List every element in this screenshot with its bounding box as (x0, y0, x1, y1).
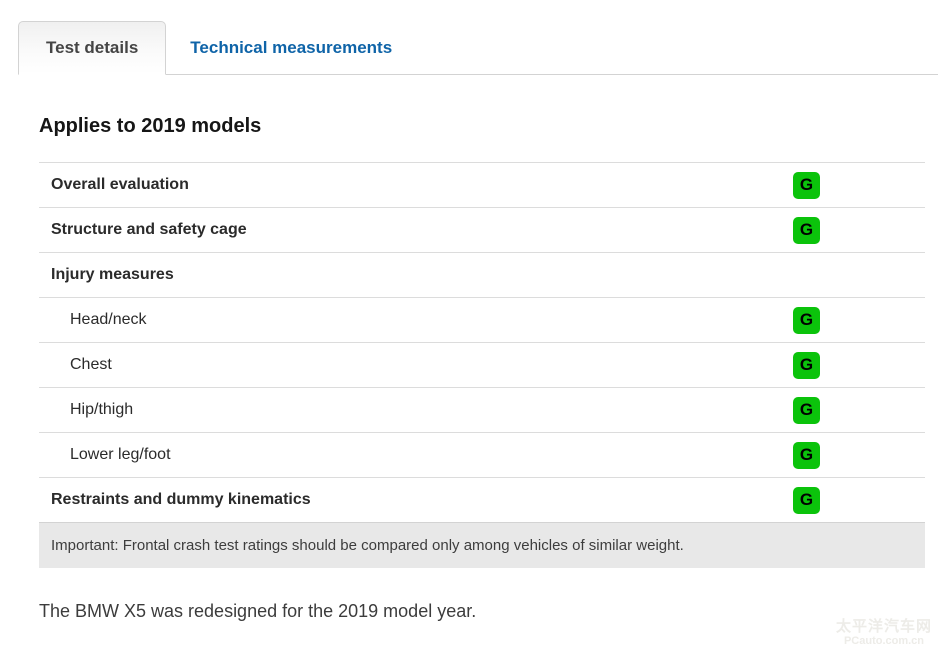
important-note-text: Important: Frontal crash test ratings sh… (51, 537, 684, 554)
watermark-site-name: 太平洋汽车网 (835, 618, 932, 636)
rating-cell: G (793, 216, 925, 244)
tab-bar: Test details Technical measurements (0, 21, 938, 75)
table-row: Injury measures (39, 252, 925, 297)
rating-badge-good: G (793, 351, 820, 379)
table-row: Chest G (39, 342, 925, 387)
rating-badge-good: G (793, 396, 820, 424)
rating-badge-good: G (793, 306, 820, 334)
ratings-table: Overall evaluation G Structure and safet… (39, 162, 925, 522)
rating-cell: G (793, 441, 925, 469)
rating-cell: G (793, 171, 925, 199)
page-title: Applies to 2019 models (39, 115, 262, 137)
tab-bar-lead-spacer (0, 21, 18, 75)
redesign-note: The BMW X5 was redesigned for the 2019 m… (39, 601, 477, 621)
table-row: Overall evaluation G (39, 162, 925, 207)
row-label: Overall evaluation (51, 176, 189, 193)
table-row: Lower leg/foot G (39, 432, 925, 477)
tab-technical-measurements[interactable]: Technical measurements (166, 21, 417, 75)
rating-cell: G (793, 351, 925, 379)
rating-badge-good: G (793, 171, 820, 199)
rating-badge-good: G (793, 441, 820, 469)
tab-test-details-label: Test details (46, 38, 139, 57)
rating-cell: G (793, 486, 925, 514)
watermark-site-url: PCauto.com.cn (843, 635, 925, 648)
row-label: Structure and safety cage (51, 221, 247, 238)
row-label: Lower leg/foot (70, 446, 171, 463)
rating-cell: G (793, 306, 925, 334)
tab-bar-filler (416, 21, 938, 75)
row-label: Chest (70, 356, 112, 373)
main-content: Applies to 2019 models Overall evaluatio… (39, 113, 925, 622)
tab-test-details[interactable]: Test details (18, 21, 167, 75)
important-note: Important: Frontal crash test ratings sh… (39, 522, 925, 568)
tab-technical-measurements-label: Technical measurements (190, 37, 393, 57)
row-label: Hip/thigh (70, 401, 134, 418)
row-label: Restraints and dummy kinematics (51, 491, 311, 508)
table-row: Hip/thigh G (39, 387, 925, 432)
rating-badge-good: G (793, 486, 820, 514)
row-label: Head/neck (70, 311, 147, 328)
rating-badge-good: G (793, 216, 820, 244)
table-row: Structure and safety cage G (39, 207, 925, 252)
table-row: Head/neck G (39, 297, 925, 342)
row-label: Injury measures (51, 266, 174, 283)
rating-cell: G (793, 396, 925, 424)
table-row: Restraints and dummy kinematics G (39, 477, 925, 522)
pcauto-watermark: 太平洋汽车网 PCauto.com.cn (836, 618, 932, 648)
